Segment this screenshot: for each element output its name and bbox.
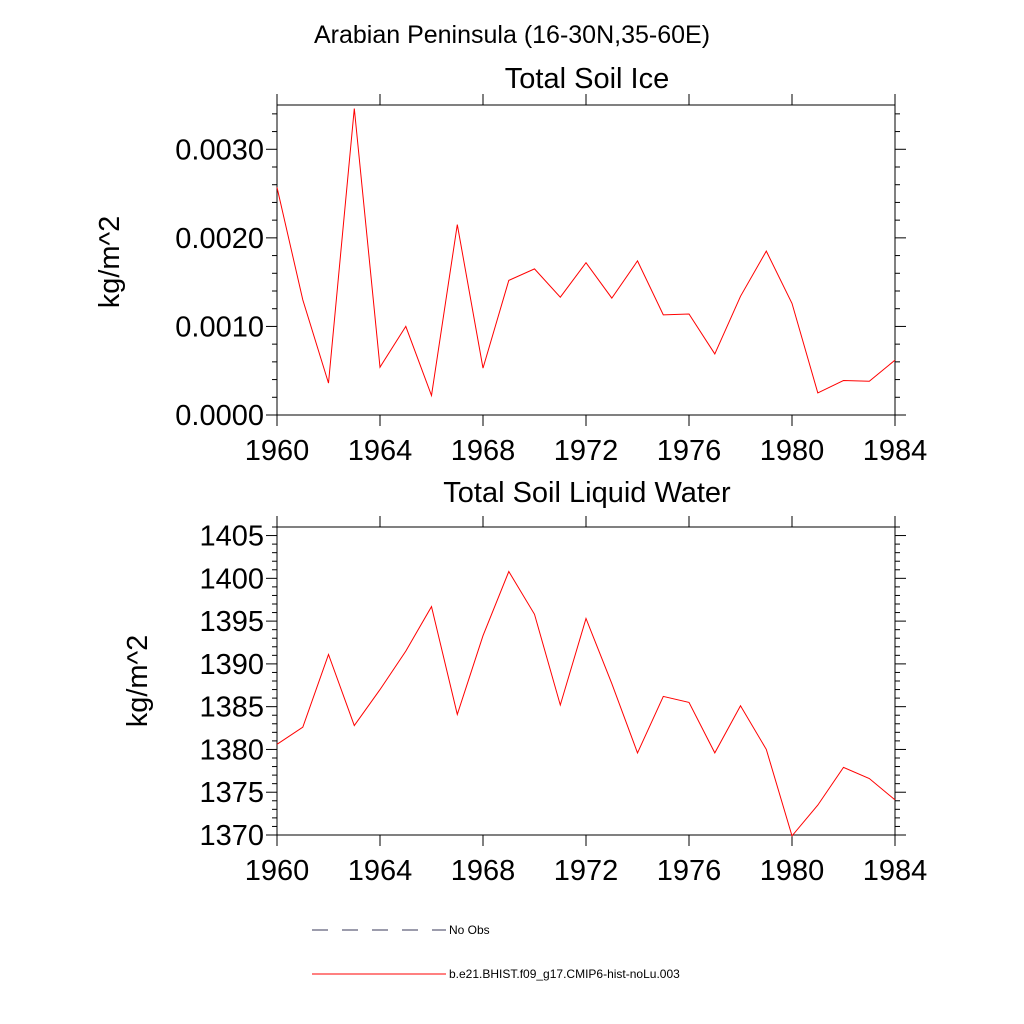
x-tick-label: 1972: [554, 435, 619, 467]
x-tick-label: 1980: [760, 435, 825, 467]
x-tick-label: 1964: [348, 855, 413, 887]
y-tick-label: 1385: [199, 692, 264, 724]
y-tick-label: 1400: [199, 563, 264, 595]
y-tick-label: 1375: [199, 777, 264, 809]
x-tick-label: 1960: [245, 435, 310, 467]
x-tick-label: 1972: [554, 855, 619, 887]
x-tick-label: 1980: [760, 855, 825, 887]
x-tick-label: 1984: [863, 435, 928, 467]
y-tick-label: 1395: [199, 606, 264, 638]
x-tick-label: 1964: [348, 435, 413, 467]
y-tick-label: 0.0010: [175, 311, 264, 343]
x-tick-label: 1976: [657, 435, 722, 467]
legend-label-model-run: b.e21.BHIST.f09_g17.CMIP6-hist-noLu.003: [449, 967, 680, 981]
y-tick-label: 0.0030: [175, 134, 264, 166]
x-tick-label: 1968: [451, 435, 516, 467]
plot-frame: [276, 526, 896, 836]
series-line: [276, 108, 896, 398]
chart-title: Total Soil Liquid Water: [443, 477, 731, 509]
y-tick-label: 0.0020: [175, 223, 264, 255]
legend-label-no-obs: No Obs: [449, 923, 490, 937]
series-line: [276, 570, 896, 837]
figure-title: Arabian Peninsula (16-30N,35-60E): [314, 21, 710, 49]
chart-panel-total-soil-liquid-water: Total Soil Liquid Water kg/m^2 1960 1964 1…: [122, 477, 927, 887]
y-axis-label: kg/m^2: [94, 216, 126, 309]
x-tick-label: 1960: [245, 855, 310, 887]
y-axis-label: kg/m^2: [122, 635, 154, 728]
x-tick-label: 1976: [657, 855, 722, 887]
y-tick-label: 1380: [199, 734, 264, 766]
y-tick-label: 0.0000: [175, 400, 264, 432]
chart-title: Total Soil Ice: [505, 63, 669, 95]
legend: No Obs b.e21.BHIST.f09_g17.CMIP6-hist-no…: [312, 923, 680, 981]
x-tick-label: 1968: [451, 855, 516, 887]
y-tick-label: 1390: [199, 649, 264, 681]
y-tick-label: 1370: [199, 820, 264, 852]
chart-panel-total-soil-ice: Total Soil Ice kg/m^2 1960 1964 1968 1972 19…: [94, 63, 927, 467]
y-tick-label: 1405: [199, 521, 264, 553]
x-tick-label: 1984: [863, 855, 928, 887]
